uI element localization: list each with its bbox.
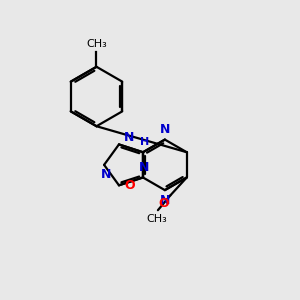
- Text: N: N: [100, 168, 111, 182]
- Text: CH₃: CH₃: [146, 214, 167, 224]
- Text: N: N: [139, 161, 150, 174]
- Text: N: N: [160, 123, 170, 136]
- Text: O: O: [124, 179, 135, 192]
- Text: N: N: [124, 131, 134, 144]
- Text: CH₃: CH₃: [86, 39, 107, 49]
- Text: H: H: [140, 137, 149, 147]
- Text: O: O: [158, 197, 169, 210]
- Text: N: N: [160, 194, 170, 207]
